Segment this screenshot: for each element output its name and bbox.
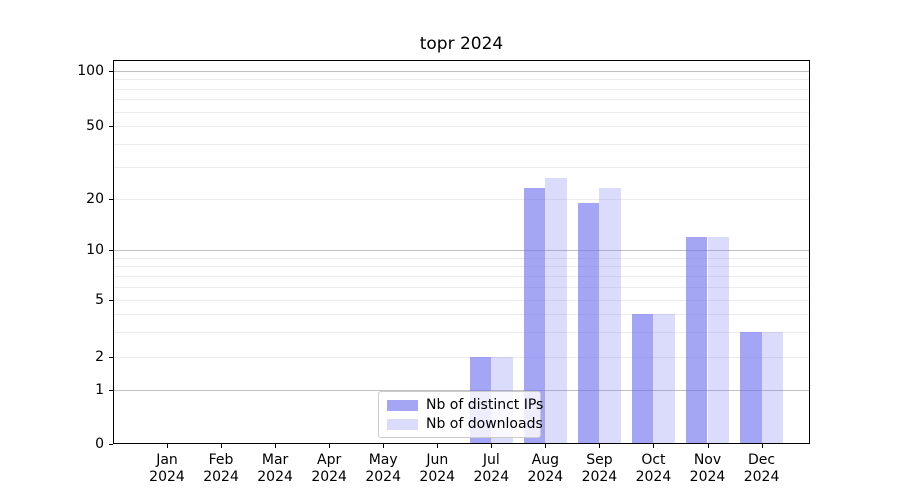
x-tick-label-apr: Apr 2024 [311,452,347,485]
x-tick-may [383,444,384,448]
gridline-y-6 [114,287,809,288]
bar-distinct-ips-dec [739,331,762,444]
x-tick-label-jul: Jul 2024 [473,452,510,485]
x-tick-sep [599,444,600,448]
legend-swatch-downloads [387,418,418,430]
gridline-y-2 [114,357,809,358]
gridline-y-3 [114,332,809,333]
y-tick-label-50: 50 [86,118,104,134]
x-tick-mar [275,444,276,448]
bar-distinct-ips-aug [523,187,546,444]
x-tick-label-jun: Jun 2024 [419,452,456,485]
bar-downloads-nov [707,236,730,444]
bar-downloads-aug [545,178,567,444]
x-tick-label-nov: Nov 2024 [689,452,726,485]
gridline-y-20 [114,199,809,200]
y-tick-20 [109,199,113,200]
x-tick-nov [708,444,709,448]
gridline-y-7 [114,276,809,277]
gridline-y-30 [114,167,809,168]
gridline-y-1 [114,390,809,391]
y-tick-label-1: 1 [95,382,104,398]
y-tick-2 [109,357,113,358]
x-tick-jan [167,444,168,448]
x-tick-oct [653,444,654,448]
gridline-y-8 [114,266,809,267]
bar-downloads-sep [599,187,621,444]
bar-distinct-ips-nov [685,236,708,444]
y-tick-label-5: 5 [95,292,104,308]
x-tick-label-mar: Mar 2024 [257,452,293,485]
y-tick-1 [109,390,113,391]
gridline-y-4 [114,314,809,315]
gridline-y-100 [114,71,809,72]
legend-item-downloads: Nb of downloads [387,416,543,432]
gridline-y-70 [114,99,809,100]
gridline-y-60 [114,112,809,113]
x-tick-label-dec: Dec 2024 [743,452,780,485]
gridline-y-80 [114,89,809,90]
x-tick-label-may: May 2024 [365,452,401,485]
x-tick-aug [545,444,546,448]
y-tick-5 [109,300,113,301]
legend-item-distinct-ips: Nb of distinct IPs [387,397,543,413]
legend-swatch-distinct-ips [387,399,418,411]
x-tick-label-feb: Feb 2024 [203,452,239,485]
x-tick-jun [437,444,438,448]
x-tick-jul [491,444,492,448]
y-tick-100 [109,71,113,72]
gridline-y-5 [114,300,809,301]
y-tick-label-2: 2 [95,349,104,365]
y-tick-10 [109,250,113,251]
chart-title: topr 2024 [419,34,504,54]
x-tick-feb [221,444,222,448]
gridline-y-40 [114,144,809,145]
x-tick-apr [329,444,330,448]
bar-distinct-ips-oct [631,313,654,444]
y-tick-label-10: 10 [86,242,104,258]
y-tick-50 [109,126,113,127]
legend: Nb of distinct IPs Nb of downloads [378,391,543,438]
y-tick-label-20: 20 [86,191,104,207]
y-tick-0 [109,444,113,445]
x-tick-dec [762,444,763,448]
legend-label-distinct-ips: Nb of distinct IPs [426,397,544,413]
gridline-y-9 [114,258,809,259]
gridline-y-50 [114,126,809,127]
gridline-y-90 [114,79,809,80]
x-tick-label-aug: Aug 2024 [527,452,564,485]
legend-label-downloads: Nb of downloads [426,416,543,432]
bar-downloads-dec [761,331,784,444]
y-tick-label-100: 100 [77,63,104,79]
x-tick-label-sep: Sep 2024 [581,452,618,485]
bar-downloads-oct [653,313,676,444]
x-tick-label-jan: Jan 2024 [149,452,185,485]
bar-distinct-ips-sep [577,202,600,444]
y-tick-label-0: 0 [95,436,104,452]
gridline-y-10 [114,250,809,251]
x-tick-label-oct: Oct 2024 [635,452,672,485]
